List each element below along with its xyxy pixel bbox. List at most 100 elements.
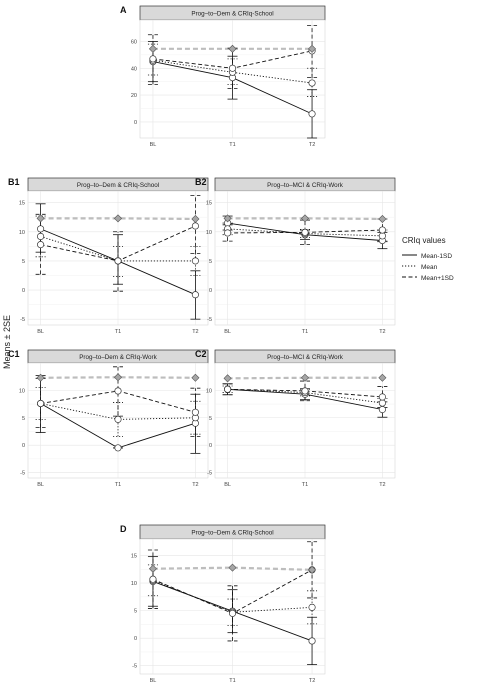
x-tick-label: T1 bbox=[115, 482, 121, 488]
y-tick-label: 5 bbox=[209, 259, 212, 265]
y-tick-label: -5 bbox=[207, 317, 212, 323]
data-point bbox=[301, 387, 309, 395]
legend-label-mean-minus-1sd: Mean-1SD bbox=[421, 253, 452, 260]
x-tick-label: BL bbox=[224, 329, 231, 335]
x-tick-label: T1 bbox=[302, 482, 308, 488]
panel-title: Prog–to–MCI & CRIq-Work bbox=[267, 182, 344, 189]
overall-mean-line bbox=[227, 376, 383, 380]
panel-b1: B1 Prog–to–Dem & CRIq-School -5 0 5 10 15 BL T1 T… bbox=[8, 177, 209, 335]
y-tick-label: 15 bbox=[206, 201, 212, 207]
y-axis-label: Means ± 2SE bbox=[2, 315, 12, 369]
panel-label: C2 bbox=[195, 349, 207, 359]
data-point bbox=[308, 603, 316, 611]
x-tick-label: BL bbox=[224, 482, 231, 488]
overall-mean-point bbox=[308, 44, 317, 53]
panel-title: Prog–to–Dem & CRIq-School bbox=[191, 530, 273, 537]
data-point bbox=[191, 222, 199, 230]
data-point bbox=[224, 229, 232, 237]
data-point bbox=[228, 609, 237, 617]
panel-d: D Prog–to–Dem & CRIq-School -5 0 5 10 15 BL T1 T2 bbox=[120, 524, 326, 684]
overall-mean-point bbox=[148, 44, 157, 53]
legend-label-mean-plus-1sd: Mean+1SD bbox=[421, 275, 454, 282]
panel-c1: C1 Prog–to–Dem & CRIq-Work -5 0 5 10 BL T1 T2 bbox=[8, 349, 209, 488]
data-point bbox=[114, 444, 122, 452]
data-point bbox=[308, 110, 316, 118]
legend-label-mean: Mean bbox=[421, 264, 438, 271]
x-tick-label: T1 bbox=[115, 329, 121, 335]
legend: CRIq values Mean-1SD Mean Mean+1SD bbox=[402, 236, 454, 282]
data-point bbox=[224, 385, 232, 393]
overall-mean-point bbox=[191, 214, 200, 223]
data-point bbox=[191, 291, 199, 299]
panel-a: A Prog–to–Dem & CRIq-School 0 20 40 60 BL T1 T2 bbox=[120, 5, 326, 148]
data-point bbox=[114, 415, 122, 423]
panel-label: A bbox=[120, 5, 127, 15]
y-tick-label: 10 bbox=[131, 581, 137, 587]
y-tick-label: 0 bbox=[134, 636, 137, 642]
data-point bbox=[114, 387, 122, 395]
overall-mean-point bbox=[378, 373, 387, 382]
data-point bbox=[191, 408, 199, 416]
y-tick-label: 0 bbox=[209, 443, 212, 449]
x-tick-label: BL bbox=[37, 329, 44, 335]
data-point bbox=[308, 637, 316, 645]
x-tick-label: T2 bbox=[379, 329, 385, 335]
data-point bbox=[37, 241, 45, 249]
overall-mean-point bbox=[228, 44, 237, 53]
panel-c2: C2 Prog–to–MCI & CRIq-Work -5 0 5 10 BL T1 T2 bbox=[195, 349, 396, 488]
x-tick-label: BL bbox=[150, 678, 157, 684]
data-point bbox=[308, 79, 316, 87]
y-tick-label: 5 bbox=[22, 259, 25, 265]
x-tick-label: BL bbox=[150, 142, 157, 148]
overall-mean-point bbox=[228, 563, 237, 572]
x-tick-label: T1 bbox=[229, 142, 235, 148]
x-tick-label: BL bbox=[37, 482, 44, 488]
data-point bbox=[228, 64, 237, 72]
y-tick-label: 5 bbox=[134, 609, 137, 615]
y-tick-label: 60 bbox=[131, 39, 137, 45]
data-point bbox=[378, 393, 386, 401]
y-tick-label: 0 bbox=[22, 443, 25, 449]
panel-title: Prog–to–Dem & CRIq-School bbox=[77, 182, 159, 189]
legend-title: CRIq values bbox=[402, 236, 446, 245]
overall-mean-line bbox=[40, 217, 196, 221]
y-tick-label: -5 bbox=[132, 664, 137, 670]
panel-label: D bbox=[120, 524, 127, 534]
panel-label: B2 bbox=[195, 177, 207, 187]
data-point bbox=[378, 226, 386, 234]
y-tick-label: 5 bbox=[22, 416, 25, 422]
overall-mean-point bbox=[148, 564, 157, 573]
overall-mean-point bbox=[308, 565, 317, 574]
data-point bbox=[149, 575, 157, 583]
panel-b2: B2 Prog–to–MCI & CRIq-Work -5 0 5 10 15 BL T1 T2 bbox=[195, 177, 396, 335]
data-point bbox=[149, 55, 157, 63]
data-point bbox=[378, 399, 386, 407]
y-tick-label: 0 bbox=[134, 120, 137, 126]
panel-label: C1 bbox=[8, 349, 20, 359]
data-point bbox=[301, 228, 309, 236]
overall-mean-point bbox=[378, 214, 387, 223]
x-tick-label: T2 bbox=[309, 142, 315, 148]
overall-mean-point bbox=[223, 374, 232, 383]
data-point bbox=[378, 232, 386, 240]
x-tick-label: T2 bbox=[309, 678, 315, 684]
x-tick-label: T2 bbox=[192, 482, 198, 488]
overall-mean-line bbox=[40, 376, 196, 379]
x-tick-label: T1 bbox=[302, 329, 308, 335]
data-point bbox=[378, 405, 386, 414]
overall-mean-line bbox=[227, 217, 383, 221]
x-tick-label: T1 bbox=[229, 678, 235, 684]
overall-mean-point bbox=[36, 214, 45, 223]
x-tick-label: T2 bbox=[192, 329, 198, 335]
y-tick-label: 10 bbox=[19, 230, 25, 236]
y-tick-label: 0 bbox=[209, 288, 212, 294]
y-tick-label: -5 bbox=[207, 471, 212, 477]
y-tick-label: -5 bbox=[20, 317, 25, 323]
panel-title: Prog–to–Dem & CRIq-Work bbox=[79, 354, 157, 361]
y-tick-label: 10 bbox=[206, 388, 212, 394]
panel-label: B1 bbox=[8, 177, 20, 187]
y-tick-label: 20 bbox=[131, 93, 137, 99]
data-point bbox=[37, 225, 45, 233]
